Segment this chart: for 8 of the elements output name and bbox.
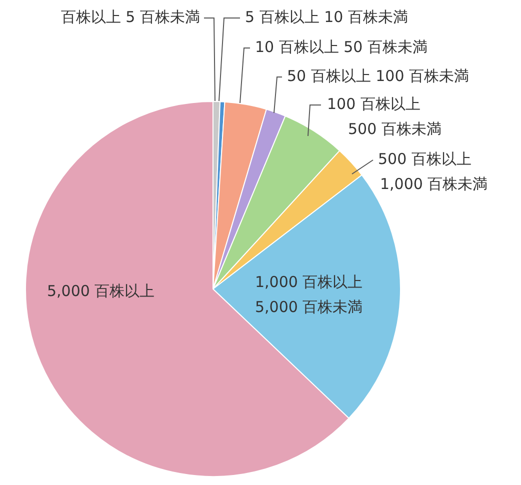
slice-label: 1,000 百株以上 5,000 百株未満 — [255, 272, 363, 316]
slice-label: 10 百株以上 50 百株未満 — [255, 38, 428, 56]
slice-label: 百株以上 5 百株未満 — [60, 8, 200, 26]
slice-label: 50 百株以上 100 百株未満 — [287, 66, 470, 85]
slice-label: 500 百株以上 1,000 百株未満 — [378, 150, 488, 193]
slice-label: 100 百株以上 500 百株未満 — [327, 94, 442, 138]
slice-label: 5,000 百株以上 — [47, 282, 155, 300]
slice-label: 5 百株以上 10 百株未満 — [245, 8, 408, 26]
